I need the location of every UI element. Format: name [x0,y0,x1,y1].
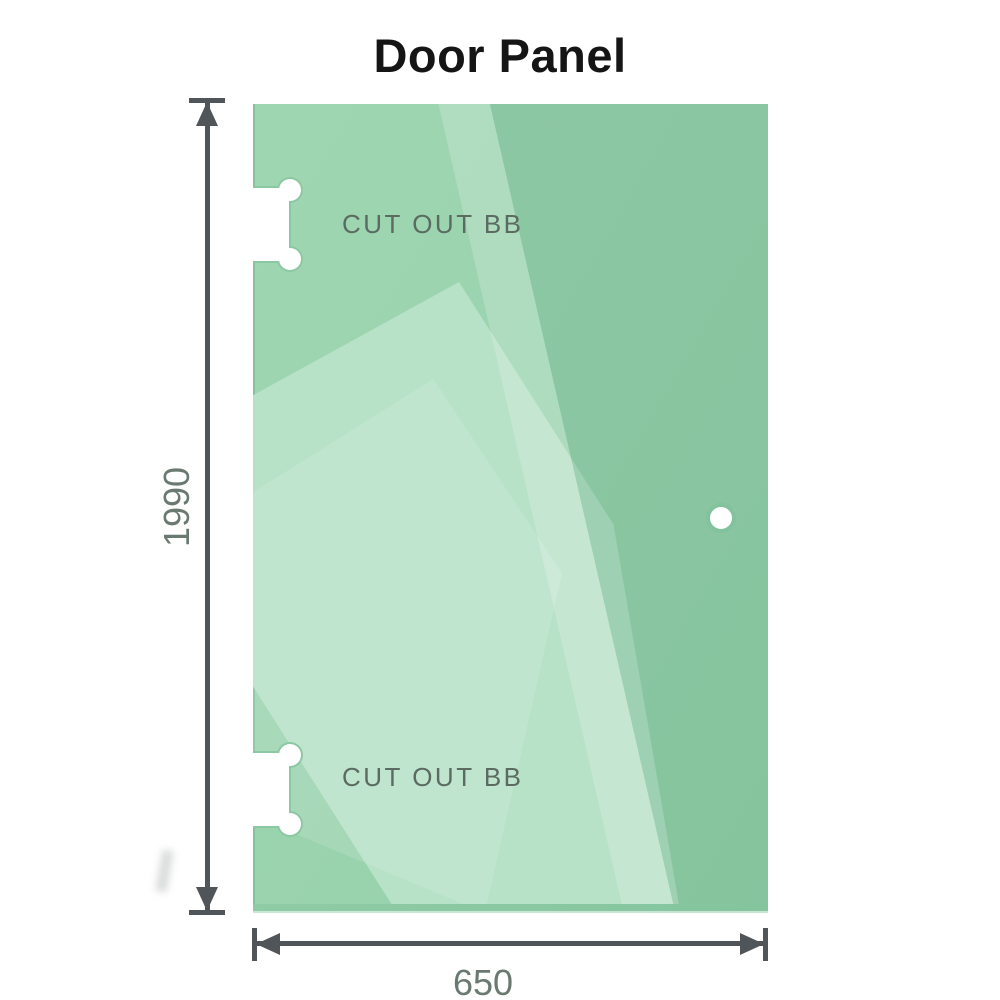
handle-hole [706,503,736,533]
arrow-left-icon [256,932,280,955]
panel-bottom-edge [253,904,768,913]
arrow-down-icon [196,887,218,911]
cutout-label-bottom: CUT OUT BB [342,762,524,792]
dimension-cap-bottom [189,910,225,915]
height-dimension: 1990 [156,98,229,915]
dimension-cap-right [763,928,768,961]
reflection-smudge [155,849,174,893]
page-title: Door Panel [373,29,627,82]
arrow-right-icon [740,932,764,955]
height-dimension-label: 1990 [156,466,197,547]
door-panel-glass: CUT OUT BB CUT OUT BB [253,104,768,913]
dimension-cap-left [252,928,257,961]
arrow-up-icon [196,102,218,126]
cutout-label-top: CUT OUT BB [342,209,524,239]
width-dimension: 650 [250,928,770,1000]
dimension-cap-top [189,98,225,103]
hinge-cutout-bottom-icon [253,742,303,837]
width-dimension-line [256,941,764,946]
height-dimension-line [205,102,210,911]
hinge-cutout-top-icon [253,177,303,272]
width-dimension-label: 650 [452,962,514,1000]
